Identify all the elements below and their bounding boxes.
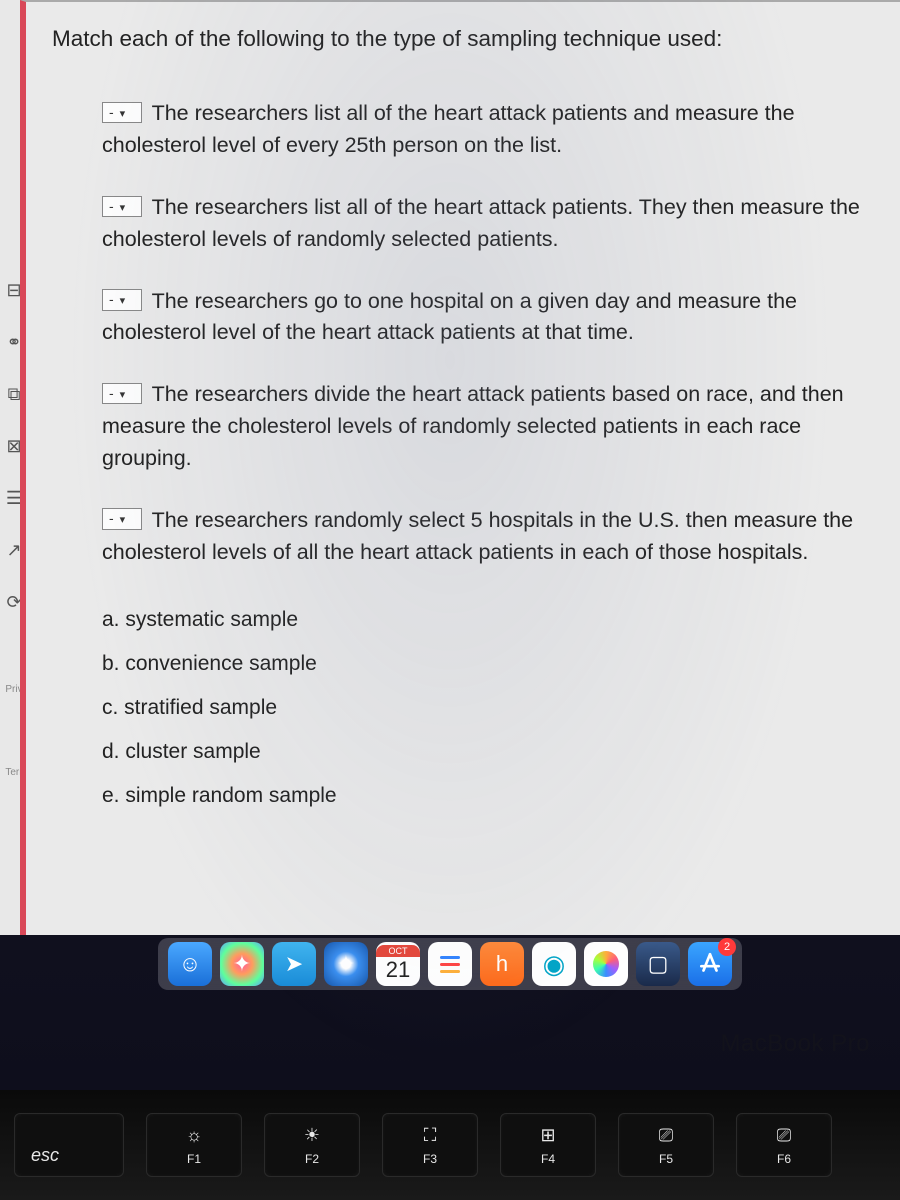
match-text-2: The researchers list all of the heart at…	[102, 195, 860, 251]
screens-icon[interactable]: ▢	[636, 942, 680, 986]
question-panel: Match each of the following to the type …	[20, 0, 900, 935]
keyboard: esc ☼F1 ☀F2 ⛶F3 ⊞F4 ⎚F5 ⎚F6	[0, 1090, 900, 1200]
match-text-4: The researchers divide the heart attack …	[102, 382, 844, 470]
chevron-down-icon: ▾	[120, 202, 126, 214]
key-f5[interactable]: ⎚F5	[618, 1113, 714, 1177]
telegram-icon[interactable]: ➤	[272, 942, 316, 986]
option-d: d. cluster sample	[102, 740, 880, 764]
match-text-1: The researchers list all of the heart at…	[102, 101, 795, 157]
key-f1[interactable]: ☼F1	[146, 1113, 242, 1177]
chevron-down-icon: ▾	[120, 295, 126, 307]
calendar-month: OCT	[376, 945, 420, 957]
option-a: a. systematic sample	[102, 608, 880, 632]
safari-icon[interactable]: ✧	[324, 942, 368, 986]
calendar-day: 21	[386, 957, 410, 983]
chevron-down-icon: ▾	[120, 108, 126, 120]
dropdown-4[interactable]: - ▾	[102, 383, 142, 404]
reminders-icon[interactable]	[428, 942, 472, 986]
dropdown-2[interactable]: - ▾	[102, 196, 142, 217]
citrix-icon[interactable]: ◉	[532, 942, 576, 986]
match-item-2: - ▾ The researchers list all of the hear…	[102, 192, 874, 256]
honey-icon[interactable]: h	[480, 942, 524, 986]
match-text-3: The researchers go to one hospital on a …	[102, 289, 797, 345]
dropdown-5[interactable]: - ▾	[102, 508, 142, 529]
key-f3[interactable]: ⛶F3	[382, 1113, 478, 1177]
match-item-5: - ▾ The researchers randomly select 5 ho…	[102, 505, 874, 569]
dropdown-1[interactable]: - ▾	[102, 102, 142, 123]
photos-icon[interactable]	[584, 942, 628, 986]
match-item-3: - ▾ The researchers go to one hospital o…	[102, 286, 874, 350]
brand-label: MacBook Pro	[720, 1030, 870, 1058]
key-f4[interactable]: ⊞F4	[500, 1113, 596, 1177]
match-items: - ▾ The researchers list all of the hear…	[102, 98, 874, 568]
dock-area: ☺ ✦ ➤ ✧ OCT 21 h ◉ ▢ 2	[0, 938, 900, 990]
dock: ☺ ✦ ➤ ✧ OCT 21 h ◉ ▢ 2	[158, 938, 742, 990]
key-f6[interactable]: ⎚F6	[736, 1113, 832, 1177]
chevron-down-icon: ▾	[120, 389, 126, 401]
finder-icon[interactable]: ☺	[168, 942, 212, 986]
launchpad-icon[interactable]: ✦	[220, 942, 264, 986]
match-item-1: - ▾ The researchers list all of the hear…	[102, 98, 874, 162]
dropdown-3[interactable]: - ▾	[102, 289, 142, 310]
option-e: e. simple random sample	[102, 784, 880, 808]
question-title: Match each of the following to the type …	[52, 24, 880, 54]
chevron-down-icon: ▾	[120, 514, 126, 526]
match-text-5: The researchers randomly select 5 hospit…	[102, 508, 853, 564]
key-esc[interactable]: esc	[14, 1113, 124, 1177]
answer-options: a. systematic sample b. convenience samp…	[102, 608, 880, 808]
match-item-4: - ▾ The researchers divide the heart att…	[102, 379, 874, 474]
calendar-icon[interactable]: OCT 21	[376, 942, 420, 986]
appstore-icon[interactable]: 2	[688, 942, 732, 986]
key-f2[interactable]: ☀F2	[264, 1113, 360, 1177]
option-c: c. stratified sample	[102, 696, 880, 720]
appstore-badge: 2	[718, 938, 736, 956]
option-b: b. convenience sample	[102, 652, 880, 676]
